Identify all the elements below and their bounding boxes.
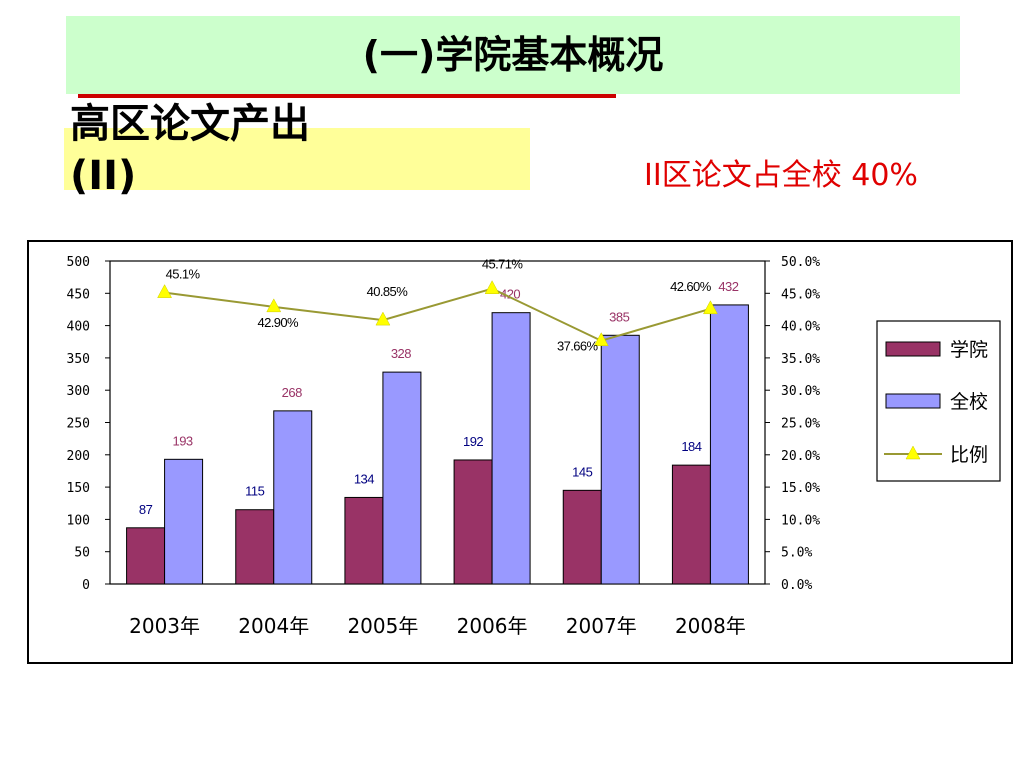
x-axis-tick-label: 2007年 [566,614,637,638]
y-axis-tick-label: 200 [67,449,90,464]
title-underline [78,94,616,98]
y2-axis-tick-label: 25.0% [781,417,820,432]
x-axis-tick-label: 2005年 [347,614,418,638]
y-axis-tick-label: 400 [67,320,90,335]
ratio-marker [157,284,173,298]
y-axis-tick-label: 50 [74,546,90,561]
data-label-college: 115 [245,484,264,499]
y-axis-tick-label: 0 [82,578,90,593]
ratio-line [164,287,711,342]
data-label-ratio: 45.71% [482,257,524,272]
data-label-ratio: 42.60% [670,279,712,294]
data-label-school: 328 [391,346,411,361]
data-label-ratio: 37.66% [557,339,599,354]
bar-school [600,334,640,585]
data-label-school: 385 [609,309,629,324]
y-axis-tick-label: 500 [67,255,90,270]
y-axis-tick-label: 300 [67,384,90,399]
y2-axis-tick-label: 10.0% [781,513,820,528]
subtitle-line-1: 高区论文产出 [70,101,310,147]
data-label-ratio: 42.90% [258,315,300,330]
bar-college [453,459,493,585]
y-axis-tick-label: 250 [67,417,90,432]
y-axis-tick-label: 150 [67,481,90,496]
ratio-marker [266,298,282,313]
bar-college [671,464,711,585]
data-label-college: 87 [139,502,153,517]
legend-swatch-college [885,341,941,357]
subtitle-highlight [64,128,530,190]
y2-axis-tick-label: 5.0% [781,546,812,561]
bar-school [382,371,422,585]
bar-college [562,489,602,585]
bar-school [273,410,313,585]
bar-college [126,527,166,585]
bar-school [709,304,749,585]
data-label-college: 192 [463,434,483,449]
data-label-school: 268 [282,385,302,400]
legend-label: 全校 [950,391,988,413]
legend-label: 学院 [950,339,988,361]
ratio-note: II区论文占全校 40% [644,158,918,193]
data-label-college: 134 [354,471,374,486]
x-axis-tick-label: 2003年 [129,614,200,638]
bar-school [491,312,531,585]
legend-marker-ratio [905,445,921,460]
ratio-marker [702,300,718,315]
data-label-school: 193 [172,433,192,448]
bar-college [344,496,384,585]
y2-axis-tick-label: 15.0% [781,481,820,496]
y-axis-tick-label: 100 [67,513,90,528]
y2-axis-tick-label: 35.0% [781,352,820,367]
y2-axis-tick-label: 30.0% [781,384,820,399]
data-label-ratio: 40.85% [367,284,409,299]
x-axis-tick-label: 2006年 [457,614,528,638]
ratio-marker [484,280,500,294]
legend-swatch-school [885,393,941,409]
data-label-college: 184 [681,439,701,454]
data-label-college: 145 [572,464,592,479]
page-title: (一)学院基本概况 [362,33,664,77]
data-label-school: 420 [500,287,520,302]
bar-college [235,509,275,585]
subtitle: 高区论文产出 (II) [70,98,310,202]
y2-axis-tick-label: 50.0% [781,255,820,270]
y-axis-tick-label: 350 [67,352,90,367]
x-axis-tick-label: 2004年 [238,614,309,638]
y-axis-tick-label: 450 [67,287,90,302]
legend-label: 比例 [950,444,988,466]
plot-area [109,260,766,585]
ratio-marker [375,311,391,326]
x-axis-tick-label: 2008年 [675,614,746,638]
data-label-ratio: 45.1% [166,267,201,282]
y2-axis-tick-label: 20.0% [781,449,820,464]
bar-school [164,458,204,585]
y2-axis-tick-label: 45.0% [781,287,820,302]
y2-axis-tick-label: 40.0% [781,320,820,335]
data-label-school: 432 [718,279,738,294]
ratio-marker [593,332,609,346]
y2-axis-tick-label: 0.0% [781,578,812,593]
title-bar: (一)学院基本概况 [66,16,960,94]
subtitle-line-2: (II) [70,153,137,199]
